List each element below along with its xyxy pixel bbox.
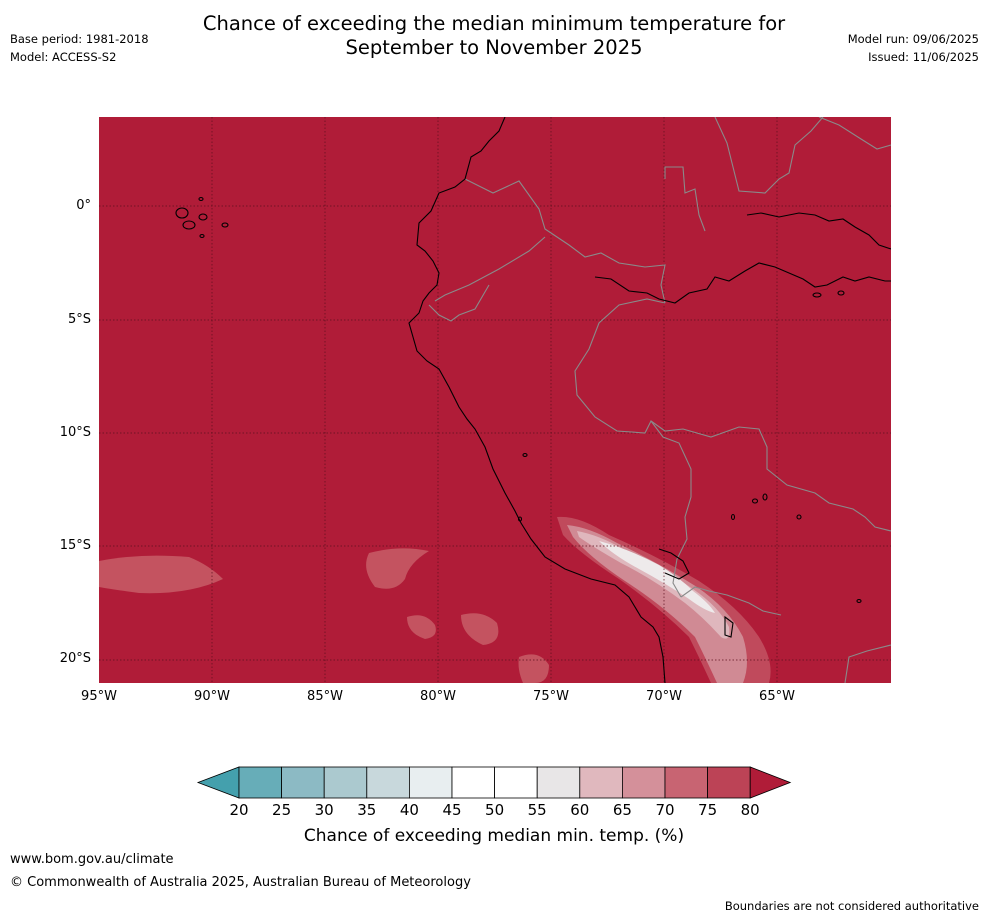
colorbar-tick-label: 45	[442, 801, 462, 819]
lat-label: 5°S	[67, 312, 91, 327]
colorbar-tick-label: 70	[655, 801, 675, 819]
colorbar-segment	[451, 766, 495, 799]
map-title: Chance of exceeding the median minimum t…	[0, 12, 988, 60]
lon-label: 90°W	[194, 689, 230, 704]
colorbar-segment	[238, 766, 282, 799]
colorbar-tick-label: 20	[229, 801, 249, 819]
colorbar-segment	[281, 766, 325, 799]
andes-70-75	[567, 525, 747, 683]
colorbar-label: Chance of exceeding median min. temp. (%…	[303, 826, 685, 846]
lon-label: 75°W	[533, 689, 569, 704]
colorbar-tick-label: 60	[570, 801, 590, 819]
colorbar-segment	[494, 766, 538, 799]
colorbar-tick-label: 35	[357, 801, 377, 819]
base-period: Base period: 1981-2018	[10, 32, 149, 46]
andes-60-65	[577, 531, 730, 639]
colorbar-tick-label: 80	[740, 801, 760, 819]
colorbar-tick-label: 65	[612, 801, 632, 819]
colorbar-segment	[621, 766, 666, 799]
footer-disclaimer: Boundaries are not considered authoritat…	[724, 899, 979, 913]
region-70-75-mid	[366, 548, 429, 589]
colorbar-segment	[408, 766, 453, 799]
colorbar-tick-label: 25	[272, 801, 292, 819]
title-line-1: Chance of exceeding the median minimum t…	[202, 12, 786, 35]
gridlines	[99, 117, 891, 683]
andes-50-55	[599, 541, 715, 613]
lat-label: 10°S	[59, 425, 91, 440]
country-boundaries	[428, 117, 891, 683]
colorbar-tick-label: 40	[399, 801, 419, 819]
colorbar-segment	[579, 766, 623, 799]
meta-right: Model run: 09/06/2025 Issued: 11/06/2025	[848, 30, 979, 66]
colorbar-segment	[366, 766, 410, 799]
model-run: Model run: 09/06/2025	[847, 32, 979, 46]
colorbar-tick-label: 55	[527, 801, 547, 819]
colorbar-tick-label: 50	[485, 801, 505, 819]
lat-label: 15°S	[59, 538, 91, 553]
lon-label: 85°W	[307, 689, 343, 704]
region-70-75-south-a	[407, 615, 436, 639]
lon-label: 80°W	[420, 689, 456, 704]
colorbar-tick-label: 75	[698, 801, 718, 819]
colorbar-extend-high	[749, 766, 792, 799]
probability-contours	[99, 516, 771, 683]
colorbar-tick-label: 30	[314, 801, 334, 819]
lon-label: 70°W	[646, 689, 682, 704]
colorbar-segment	[323, 766, 368, 799]
lat-label: 20°S	[59, 651, 91, 666]
footer-copyright: © Commonwealth of Australia 2025, Austra…	[10, 875, 471, 890]
colorbar-segment	[664, 766, 708, 799]
model-name: Model: ACCESS-S2	[10, 50, 117, 64]
region-70-75-west	[99, 555, 223, 594]
colorbar-segment	[707, 766, 751, 799]
colorbar-extend-low	[196, 766, 240, 799]
footer-url[interactable]: www.bom.gov.au/climate	[10, 852, 174, 867]
colorbar-segment	[536, 766, 581, 799]
region-70-75-south-c	[518, 654, 549, 683]
map-panel	[99, 117, 891, 683]
issued-date: Issued: 11/06/2025	[868, 50, 979, 64]
title-line-2: September to November 2025	[345, 36, 643, 59]
colorbar	[196, 766, 792, 799]
lat-label: 0°	[76, 198, 91, 213]
lon-label: 95°W	[81, 689, 117, 704]
region-70-75-south-b	[461, 613, 499, 645]
meta-left: Base period: 1981-2018 Model: ACCESS-S2	[10, 30, 149, 66]
lon-label: 65°W	[759, 689, 795, 704]
map-background	[99, 117, 891, 683]
coastlines	[175, 117, 891, 683]
